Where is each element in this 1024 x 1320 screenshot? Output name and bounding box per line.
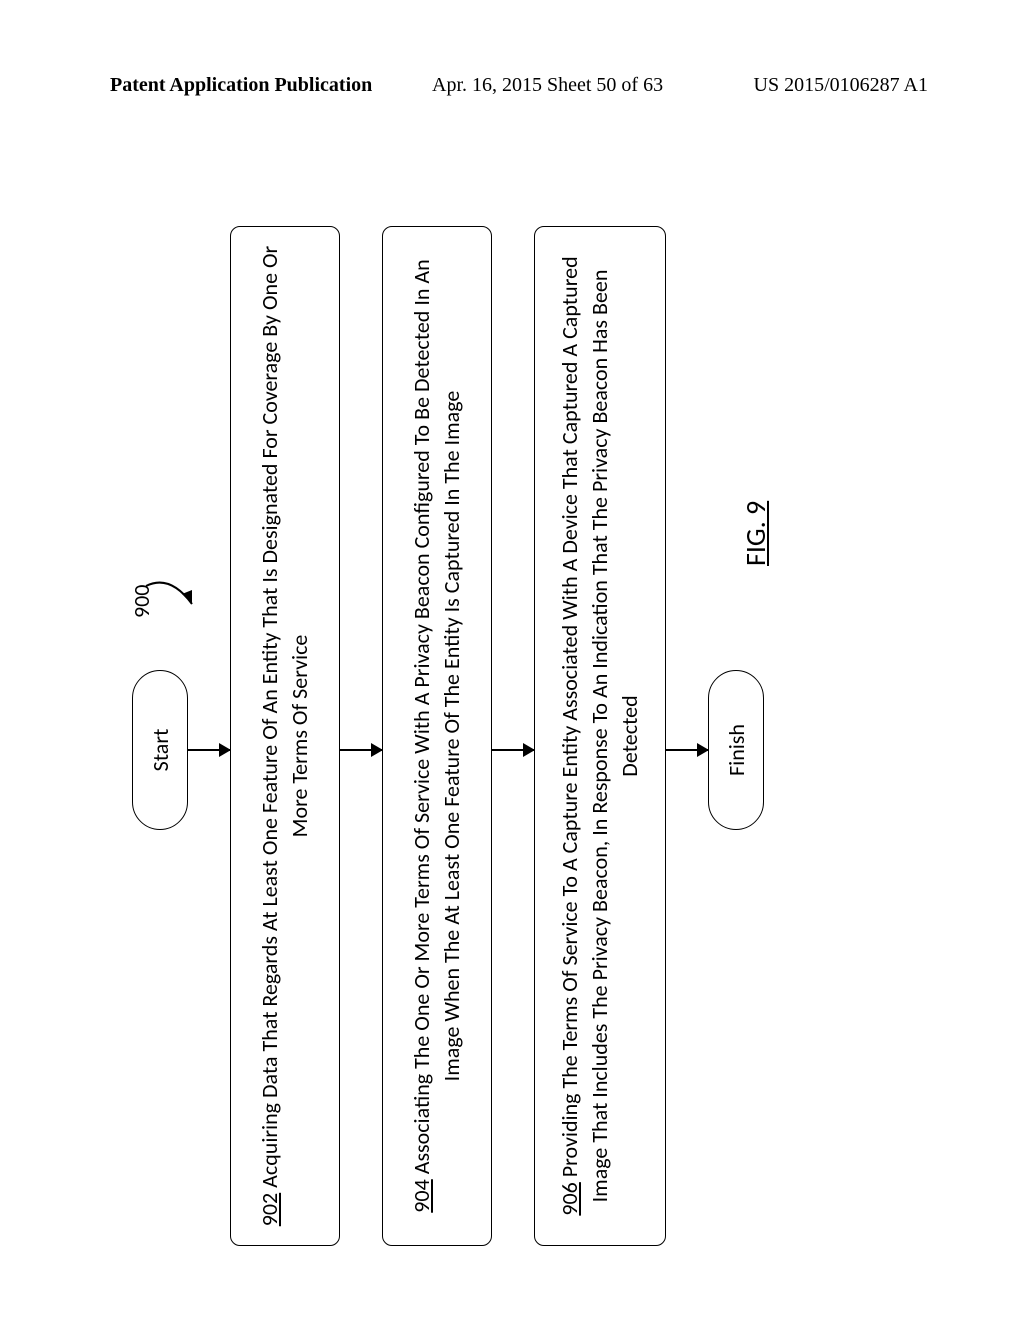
reference-number-900: 900 [128,585,155,618]
step-902-number: 902 [256,1193,283,1226]
step-906-body: Providing The Terms Of Service To A Capt… [556,256,642,1202]
step-904: 904 Associating The One Or More Terms Of… [382,226,492,1246]
step-902: 902 Acquiring Data That Regards At Least… [230,226,340,1246]
arrow-step3-to-finish [666,749,708,751]
step-906-number: 906 [556,1182,583,1215]
step-902-body: Acquiring Data That Regards At Least One… [256,246,313,1188]
header-left: Patent Application Publication [110,74,372,97]
finish-terminator: Finish [708,670,764,830]
step-906-text: 906 Providing The Terms Of Service To A … [555,245,644,1227]
figure-label: FIG. 9 [738,501,773,566]
flowchart-rotated-container: Start 900 902 Acquiring Data That Regard… [132,206,892,1266]
start-label: Start [147,729,174,772]
reference-arc-icon [142,566,212,626]
step-904-body: Associating The One Or More Terms Of Ser… [408,259,465,1174]
step-904-number: 904 [408,1179,435,1212]
start-terminator: Start [132,670,188,830]
arrow-step2-to-step3 [492,749,534,751]
finish-label: Finish [723,724,750,776]
patent-page: Patent Application Publication Apr. 16, … [0,0,1024,1320]
header-right: US 2015/0106287 A1 [754,74,928,97]
arrow-step1-to-step2 [340,749,382,751]
step-904-text: 904 Associating The One Or More Terms Of… [407,245,466,1227]
flowchart: Start 900 902 Acquiring Data That Regard… [132,206,892,1266]
step-906: 906 Providing The Terms Of Service To A … [534,226,666,1246]
header-middle: Apr. 16, 2015 Sheet 50 of 63 [432,74,663,97]
arrow-start-to-step1 [188,749,230,751]
step-902-text: 902 Acquiring Data That Regards At Least… [255,245,314,1227]
